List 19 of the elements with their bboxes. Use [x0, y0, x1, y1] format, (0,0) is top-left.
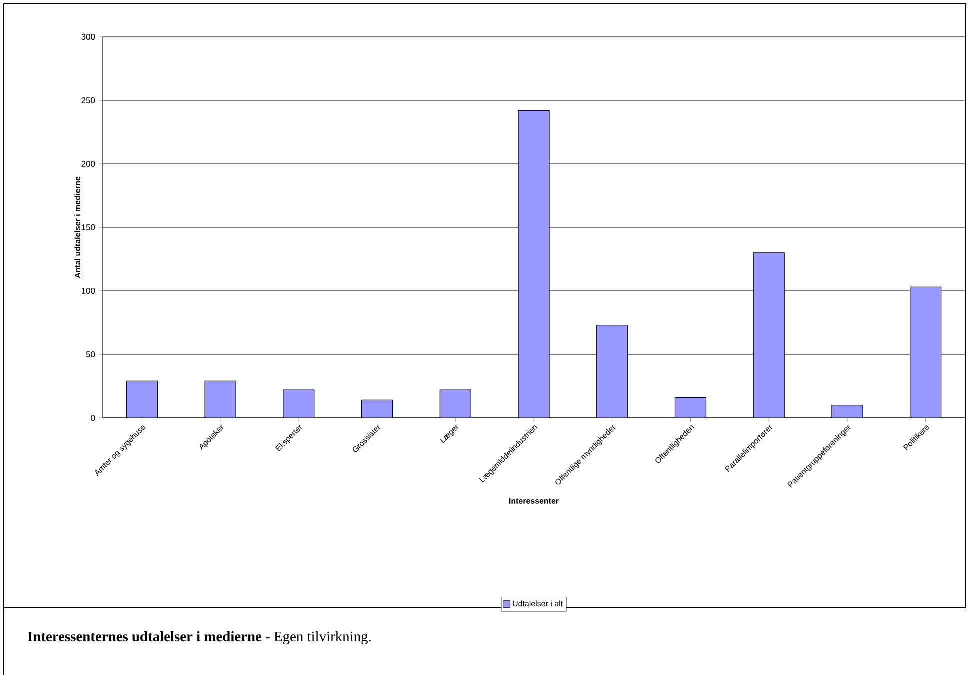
bar — [518, 110, 550, 418]
y-tick-label: 50 — [86, 352, 96, 358]
bar — [440, 390, 472, 418]
y-tick-label: 150 — [82, 224, 96, 230]
text: Interessenternes udtalelser i medierne - Egen tilvirkning. — [28, 631, 371, 645]
y-tick-label: 0 — [91, 415, 96, 421]
bar — [204, 380, 236, 418]
bar — [126, 380, 158, 418]
y-tick-label: 300 — [82, 34, 96, 40]
bar — [674, 397, 707, 418]
bar — [832, 405, 863, 418]
bar — [596, 324, 628, 418]
bar — [753, 252, 785, 418]
y-tick-label: 100 — [82, 288, 96, 294]
bar — [361, 400, 394, 418]
y-tick-label: 200 — [82, 161, 96, 167]
bar — [910, 286, 942, 418]
bar — [283, 390, 315, 418]
y-tick-label: 250 — [82, 98, 96, 104]
